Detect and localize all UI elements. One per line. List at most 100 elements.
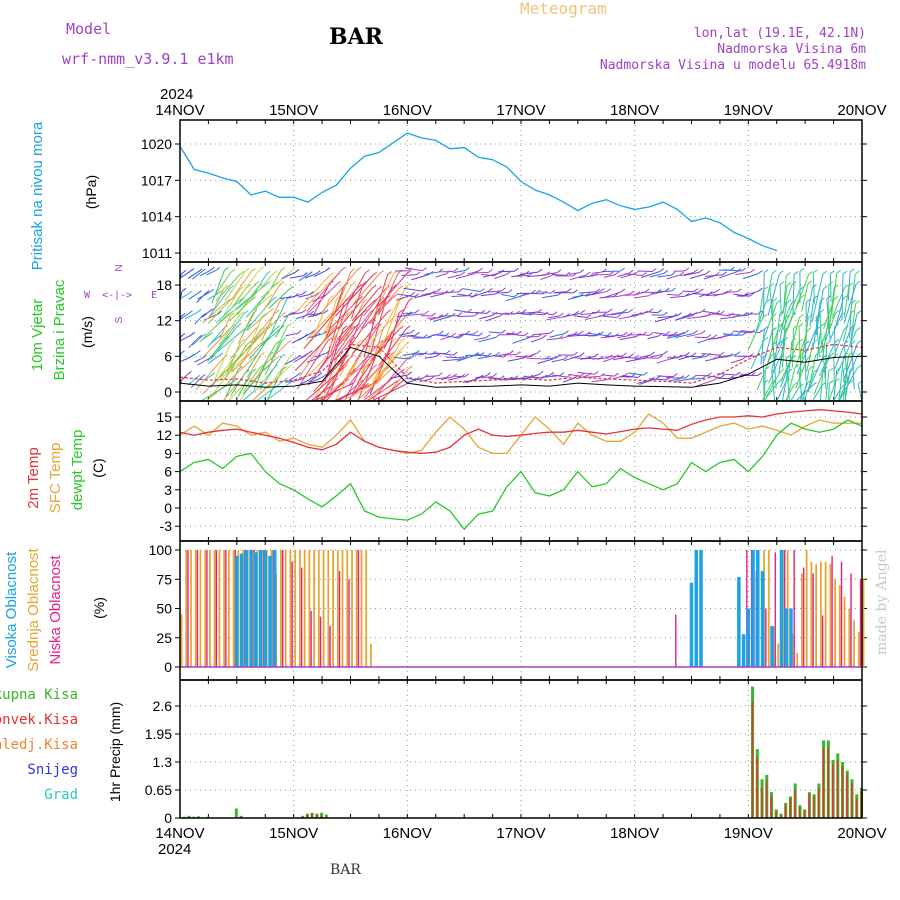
wind-arrow-shaft	[791, 317, 800, 349]
wind-arrow-shaft	[835, 298, 844, 326]
wind-arrow-head	[254, 281, 260, 285]
wind-arrow	[519, 268, 543, 275]
wind-arrow	[554, 289, 578, 294]
wind-arrow-head	[400, 368, 405, 373]
wind-arrow-shaft	[497, 292, 509, 294]
wind-arrow	[462, 332, 483, 337]
wind-arrow-shaft	[187, 271, 199, 279]
pressure-axis-label: Pritisak na nivou mora	[29, 121, 46, 270]
wind-arrow-shaft	[445, 291, 459, 294]
wind-arrow-shaft	[477, 354, 496, 360]
wind-arrow-head	[648, 332, 654, 336]
wind-arrow-head	[439, 330, 444, 335]
wind-arrow-shaft	[849, 313, 858, 344]
wind-arrow-shaft	[246, 339, 268, 372]
wind-arrow-shaft	[344, 358, 366, 401]
wind-arrow-shaft	[718, 354, 737, 358]
wind-arrow	[819, 338, 840, 377]
wind-arrow	[237, 368, 257, 397]
wind-arrow-shaft	[728, 313, 744, 316]
wind-arrow	[568, 372, 585, 377]
wind-arrow	[224, 268, 250, 301]
wind-arrow-head	[362, 298, 368, 303]
wind-arrow	[215, 270, 245, 302]
wind-arrow-head	[691, 352, 697, 357]
wind-arrow	[474, 269, 493, 274]
cloud-bar	[218, 550, 221, 667]
wind-arrow-head	[301, 309, 307, 314]
wind-arrow-shaft	[294, 329, 336, 372]
wind-arrow-shaft	[782, 289, 801, 331]
wind-arrow-shaft	[194, 357, 203, 363]
wind-arrow-head	[225, 298, 231, 303]
y-tick-label: 18	[156, 277, 172, 293]
wind-arrow-head	[798, 338, 803, 343]
wind-arrow-shaft	[600, 335, 615, 339]
wind-arrow	[267, 364, 293, 388]
wind-arrow	[831, 269, 841, 314]
wind-arrow-shaft	[530, 337, 543, 343]
wind-arrow-head	[614, 372, 619, 377]
cloud-bar	[357, 550, 360, 667]
wind-arrow-head	[715, 310, 721, 314]
wind-arrow	[210, 323, 242, 360]
wind-axis-label: 10m Vjetar	[29, 299, 46, 372]
wind-arrow-shaft	[535, 311, 554, 316]
wind-arrow-shaft	[265, 342, 288, 365]
y-tick-label: -3	[160, 518, 173, 534]
wind-arrow	[285, 330, 302, 337]
wind-arrow-head	[750, 329, 756, 334]
wind-arrow-head	[585, 331, 591, 336]
wind-arrow-shaft	[778, 302, 788, 346]
cloud-bar	[272, 550, 277, 667]
wind-arrow-head	[813, 295, 819, 300]
wind-arrow-head	[820, 322, 826, 327]
wind-arrow-shaft	[682, 311, 702, 318]
wind-arrow-head	[279, 297, 285, 302]
wind-arrow-shaft	[376, 341, 401, 384]
wind-arrow-shaft	[605, 355, 623, 358]
wind-arrow-head	[791, 281, 797, 285]
wind-arrow-head	[558, 335, 564, 339]
wind-arrow	[264, 337, 287, 376]
wind-arrow-head	[465, 330, 470, 335]
wind-arrow-shaft	[799, 382, 809, 402]
cloud-bar	[180, 614, 183, 667]
cloud-bar	[232, 550, 235, 667]
wind-arrow-shaft	[371, 316, 395, 342]
wind-arrow-head	[793, 270, 799, 275]
wind-arrow-head	[261, 313, 267, 317]
wind-arrow-head	[201, 333, 207, 338]
wind-arrow-head	[770, 352, 776, 357]
wind-arrow-shaft	[213, 343, 232, 383]
wind-arrow-shaft	[318, 370, 357, 402]
wind-arrow-head	[499, 375, 505, 380]
total-precip-bar	[196, 816, 200, 818]
wind-arrow	[497, 289, 513, 294]
wind-arrow	[187, 268, 203, 279]
y-tick-label: 2.6	[153, 698, 173, 714]
wind-arrow	[790, 383, 804, 402]
cloud-bar	[336, 550, 339, 667]
wind-arrow	[291, 333, 308, 344]
wind-arrow-shaft	[330, 287, 359, 318]
wind-arrow-shaft	[330, 297, 351, 353]
wind-arrow	[795, 271, 813, 307]
wind-arrow-head	[487, 288, 493, 292]
wind-arrow-head	[445, 350, 451, 354]
wind-arrow	[186, 350, 201, 360]
convective-precip-bar	[798, 807, 801, 818]
wind-arrow-head	[607, 308, 613, 313]
wind-arrow-head	[785, 354, 791, 359]
wind-arrow	[328, 309, 354, 349]
wind-arrow	[457, 312, 479, 317]
wind-arrow	[795, 327, 812, 367]
wind-arrow-shaft	[352, 273, 380, 305]
wind-arrow-shaft	[429, 315, 445, 321]
wind-arrow-head	[329, 295, 334, 299]
cloud-bar	[244, 550, 249, 667]
wind-arrow-shaft	[298, 332, 312, 341]
wind-arrow-head	[523, 332, 529, 337]
wind-arrow	[823, 296, 839, 330]
wind-arrow-head	[350, 325, 356, 330]
